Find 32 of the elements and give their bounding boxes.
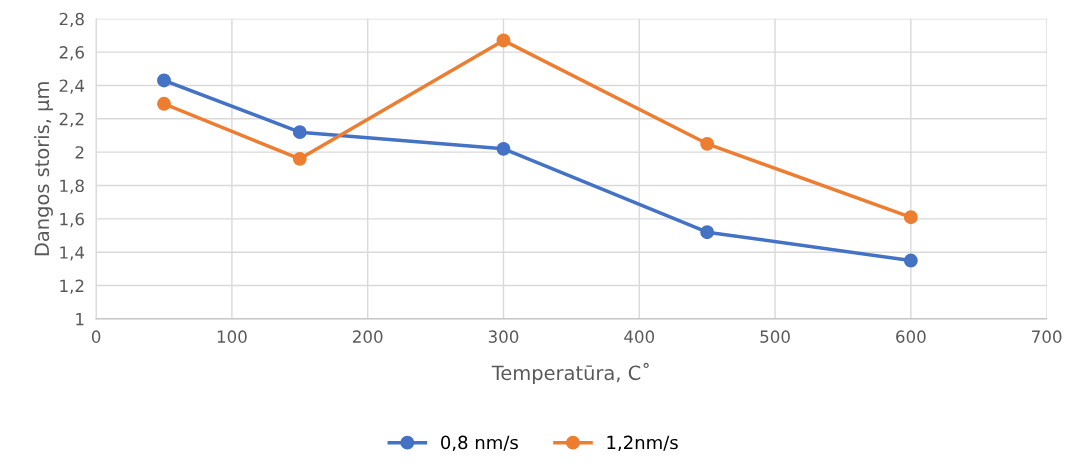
y-tick-label: 1,8 — [60, 179, 84, 194]
y-tick-label: 2,4 — [59, 79, 85, 94]
x-tick-label: 600 — [896, 330, 926, 343]
y-tick-label: 1,2 — [60, 279, 84, 294]
point — [903, 210, 918, 225]
point — [292, 125, 307, 140]
point — [496, 33, 511, 48]
point — [700, 136, 715, 151]
x-tick-label: 700 — [1032, 330, 1062, 343]
y-tick-label: 2,6 — [59, 46, 84, 61]
x-tick-label: 300 — [488, 330, 519, 343]
x-tick-label: 0 — [91, 330, 101, 343]
y-tick-label: 2,2 — [59, 112, 84, 128]
point — [157, 73, 171, 88]
point — [700, 225, 715, 240]
x-tick-label: 200 — [353, 330, 383, 343]
legend-label: 0,8 nm/s — [441, 435, 518, 452]
x-tick-label: 400 — [624, 330, 655, 343]
y-tick-label: 1,6 — [60, 212, 84, 228]
x-axis-title: Temperatūra, C˚ — [491, 362, 649, 384]
y-tick-label: 1,4 — [60, 246, 85, 261]
point — [903, 253, 918, 268]
x-tick-label: 500 — [760, 330, 790, 343]
x-tick-label: 100 — [217, 330, 247, 343]
point — [292, 151, 307, 166]
y-axis-title: Dangos storis, µm — [34, 82, 53, 256]
point — [157, 96, 171, 111]
point — [496, 141, 511, 156]
y-tick-label: 2 — [75, 146, 84, 159]
legend-label: 1,2nm/s — [607, 435, 678, 452]
y-tick-label: 2,8 — [59, 12, 84, 28]
y-tick-label: 1 — [76, 313, 84, 326]
